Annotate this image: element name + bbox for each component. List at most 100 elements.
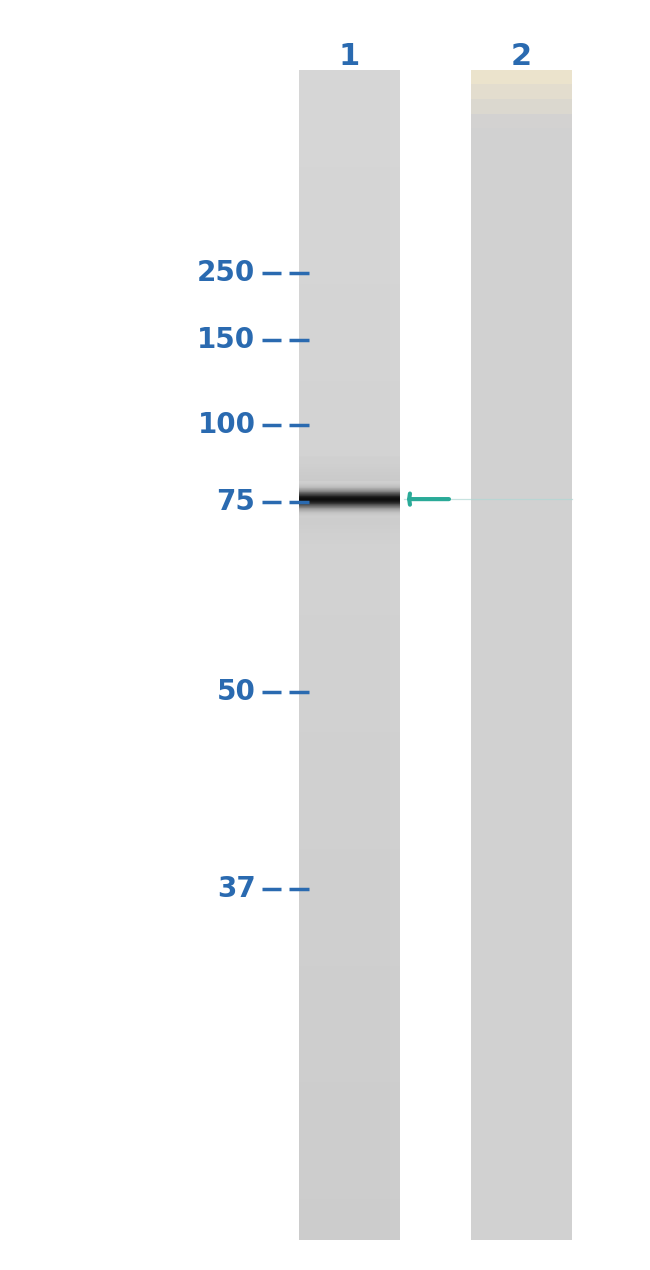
Bar [299, 521, 400, 522]
Bar [299, 89, 400, 110]
Bar [471, 742, 572, 757]
Bar [471, 668, 572, 685]
Bar [471, 596, 572, 612]
Bar [299, 810, 400, 831]
Bar [471, 757, 572, 772]
Bar [471, 1209, 572, 1224]
Bar [299, 466, 400, 467]
Bar [299, 540, 400, 541]
Bar [471, 1194, 572, 1210]
Bar [299, 518, 400, 519]
Text: 150: 150 [198, 326, 255, 354]
Bar [299, 790, 400, 812]
Bar [471, 114, 572, 130]
Bar [471, 464, 572, 480]
Bar [471, 391, 572, 406]
Bar [471, 1106, 572, 1123]
Bar [471, 493, 572, 509]
Bar [471, 917, 572, 932]
Bar [471, 1034, 572, 1049]
Bar [471, 537, 572, 554]
Bar [299, 517, 400, 518]
Bar [471, 405, 572, 422]
Bar [471, 639, 572, 655]
Bar [299, 187, 400, 207]
Bar [471, 231, 572, 246]
Bar [299, 1121, 400, 1142]
Bar [471, 377, 572, 392]
Bar [299, 635, 400, 655]
Bar [299, 693, 400, 714]
Bar [299, 526, 400, 527]
Bar [299, 461, 400, 462]
Bar [299, 457, 400, 458]
Bar [299, 712, 400, 733]
Bar [299, 848, 400, 870]
Bar [471, 173, 572, 188]
Bar [299, 1082, 400, 1104]
Text: 37: 37 [216, 875, 255, 903]
Bar [471, 70, 572, 85]
Bar [471, 874, 572, 889]
Bar [299, 829, 400, 850]
Bar [299, 986, 400, 1006]
Bar [299, 323, 400, 344]
Bar [299, 474, 400, 475]
Bar [299, 673, 400, 695]
Bar [299, 147, 400, 169]
Bar [299, 542, 400, 544]
Bar [471, 582, 572, 597]
Bar [299, 541, 400, 542]
Bar [299, 420, 400, 441]
Bar [471, 288, 572, 305]
Bar [471, 712, 572, 729]
Bar [299, 245, 400, 265]
Bar [471, 815, 572, 831]
Bar [299, 752, 400, 772]
Bar [471, 1224, 572, 1240]
Bar [299, 481, 400, 483]
Bar [471, 1166, 572, 1181]
Bar [299, 479, 400, 480]
Bar [471, 128, 572, 145]
Bar [299, 476, 400, 478]
Bar [471, 259, 572, 276]
Bar [299, 654, 400, 674]
Bar [299, 362, 400, 382]
Bar [299, 1140, 400, 1162]
Bar [299, 480, 400, 481]
Bar [471, 144, 572, 159]
Bar [299, 536, 400, 537]
Bar [471, 611, 572, 626]
Bar [299, 401, 400, 422]
Bar [299, 479, 400, 499]
Bar [471, 84, 572, 100]
Bar [299, 523, 400, 525]
Bar [471, 1135, 572, 1152]
Bar [299, 533, 400, 535]
Bar [299, 556, 400, 578]
Bar [471, 859, 572, 875]
Bar [471, 202, 572, 217]
Bar [299, 206, 400, 227]
Bar [299, 109, 400, 130]
Bar [299, 464, 400, 465]
Bar [299, 1161, 400, 1181]
Bar [299, 771, 400, 791]
Bar [299, 1180, 400, 1200]
Bar [471, 245, 572, 260]
Bar [471, 523, 572, 538]
Bar [299, 538, 400, 540]
Bar [299, 522, 400, 523]
Bar [471, 932, 572, 947]
Bar [471, 274, 572, 290]
Bar [299, 439, 400, 461]
Bar [299, 1024, 400, 1045]
Bar [471, 187, 572, 203]
Bar [471, 843, 572, 860]
Bar [471, 771, 572, 786]
Bar [299, 965, 400, 987]
Bar [471, 902, 572, 918]
Bar [299, 527, 400, 528]
Bar [471, 304, 572, 319]
